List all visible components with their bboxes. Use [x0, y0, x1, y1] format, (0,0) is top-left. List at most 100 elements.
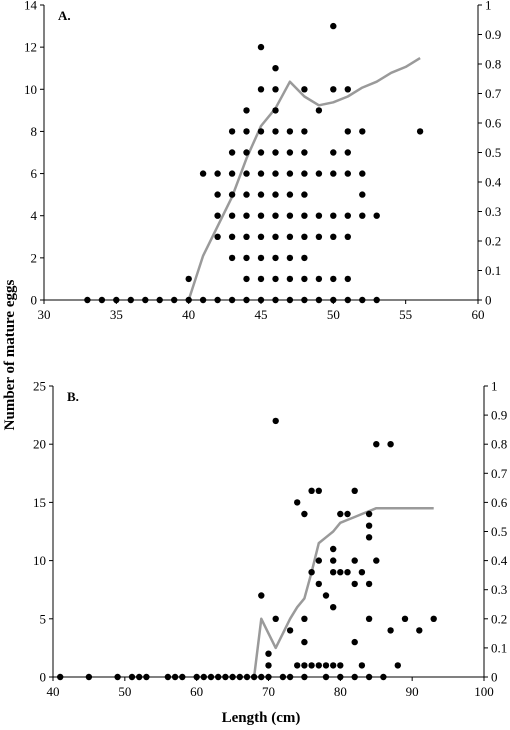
data-point [301, 275, 308, 283]
data-point [315, 662, 322, 669]
data-point [113, 296, 120, 304]
data-point [272, 86, 279, 93]
data-point [214, 296, 221, 304]
data-point [322, 673, 330, 681]
data-point [394, 662, 401, 669]
data-point [301, 296, 308, 304]
data-point [365, 534, 373, 541]
data-point [416, 128, 424, 135]
y-tick-label: 4 [31, 208, 38, 223]
data-point [301, 212, 308, 219]
data-point [243, 149, 250, 156]
y-tick-label: 25 [33, 379, 46, 394]
data-point [373, 557, 380, 564]
data-point [358, 569, 366, 576]
data-point [243, 233, 250, 240]
data-point [380, 673, 387, 681]
data-point [228, 254, 236, 262]
data-point [294, 662, 301, 669]
panel-label: A. [58, 8, 71, 23]
data-point [257, 212, 265, 219]
y2-tick-label: 0.7 [491, 466, 508, 481]
data-point [272, 296, 279, 304]
data-point [315, 487, 322, 494]
x-tick-label: 35 [110, 307, 123, 322]
data-point [373, 296, 380, 304]
y2-tick-label: 0.4 [485, 175, 502, 190]
data-point [257, 43, 265, 51]
data-point [257, 128, 265, 135]
data-point [301, 662, 308, 669]
y-tick-label: 14 [24, 0, 38, 13]
data-point [315, 107, 323, 114]
data-point [185, 296, 192, 304]
data-point [330, 604, 337, 611]
data-point [272, 615, 279, 622]
x-tick-label: 45 [255, 307, 268, 322]
data-point [257, 296, 265, 304]
data-point [330, 149, 337, 156]
data-point [358, 662, 366, 669]
data-point [344, 128, 351, 135]
data-point [308, 487, 315, 494]
data-point [228, 233, 236, 240]
data-point [315, 580, 322, 588]
y-tick-label: 10 [33, 553, 46, 568]
data-point [322, 592, 330, 599]
data-point [228, 212, 236, 219]
data-point [258, 673, 265, 681]
data-point [344, 233, 351, 240]
x-tick-label: 40 [182, 307, 195, 322]
data-point [272, 212, 279, 219]
data-point [272, 107, 279, 114]
data-point [265, 673, 272, 681]
data-point [351, 557, 358, 564]
data-point [272, 170, 279, 177]
data-point [330, 545, 337, 553]
x-tick-label: 60 [472, 307, 485, 322]
proportion-line [252, 506, 434, 678]
proportion-line [187, 57, 421, 301]
data-point [142, 296, 149, 304]
data-point [222, 673, 229, 681]
data-point [214, 233, 221, 240]
data-point [315, 296, 323, 304]
data-point [243, 170, 250, 177]
data-point [229, 673, 236, 681]
y2-tick-label: 0.6 [485, 116, 502, 131]
data-point [85, 673, 93, 681]
x-tick-label: 70 [262, 684, 275, 699]
data-point [330, 296, 337, 304]
data-point [179, 673, 186, 681]
data-point [301, 128, 308, 135]
data-point [257, 86, 265, 93]
data-point [257, 275, 265, 283]
data-point [57, 673, 64, 681]
y-tick-label: 10 [24, 82, 37, 97]
data-point [301, 233, 308, 240]
y2-tick-label: 0 [485, 293, 492, 308]
data-point [344, 510, 351, 518]
y2-tick-label: 0.9 [485, 27, 501, 42]
data-point [365, 615, 373, 622]
data-point [365, 580, 373, 588]
data-point [114, 673, 121, 681]
y-tick-label: 12 [24, 40, 37, 55]
data-point [193, 673, 200, 681]
data-point [330, 662, 337, 669]
data-point [243, 107, 250, 114]
data-point [301, 638, 308, 646]
data-point [351, 638, 358, 646]
data-point [330, 212, 337, 219]
data-point [315, 170, 323, 177]
data-point [286, 149, 294, 156]
y2-tick-label: 0.8 [491, 437, 507, 452]
data-point [136, 673, 143, 681]
data-point [156, 296, 163, 304]
y-tick-label: 8 [31, 124, 38, 139]
data-point [301, 149, 308, 156]
data-point [301, 254, 308, 262]
data-point [265, 650, 272, 657]
data-point [214, 191, 221, 198]
